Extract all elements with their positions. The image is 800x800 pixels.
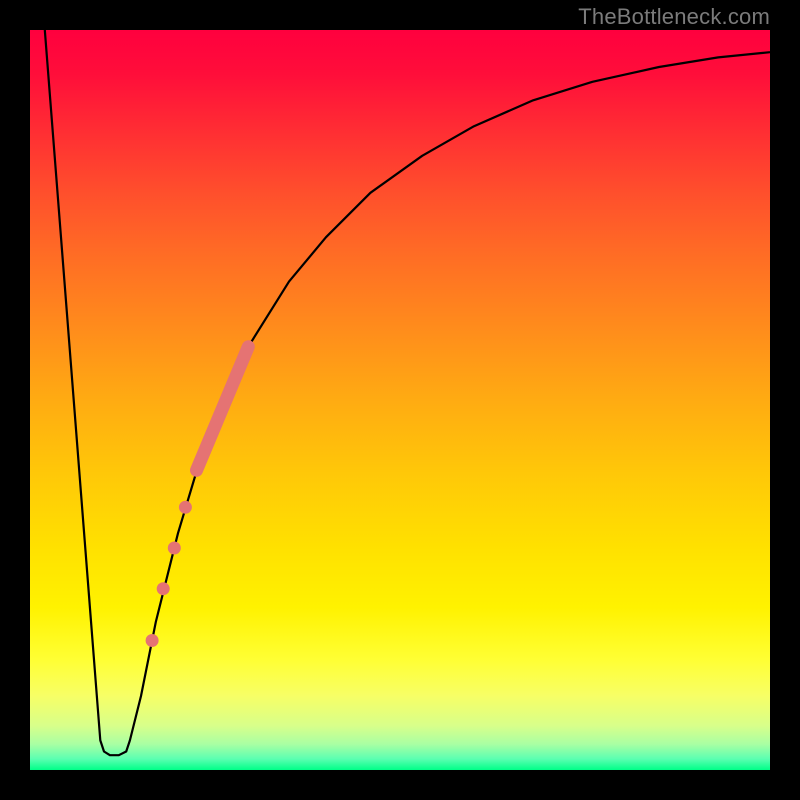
- chart-container: TheBottleneck.com: [0, 0, 800, 800]
- gradient-background: [30, 30, 770, 770]
- data-marker: [146, 634, 159, 647]
- chart-svg: [30, 30, 770, 770]
- plot-area: [30, 30, 770, 770]
- data-marker: [157, 582, 170, 595]
- watermark-text: TheBottleneck.com: [578, 4, 770, 30]
- data-marker: [179, 501, 192, 514]
- data-marker: [168, 542, 181, 555]
